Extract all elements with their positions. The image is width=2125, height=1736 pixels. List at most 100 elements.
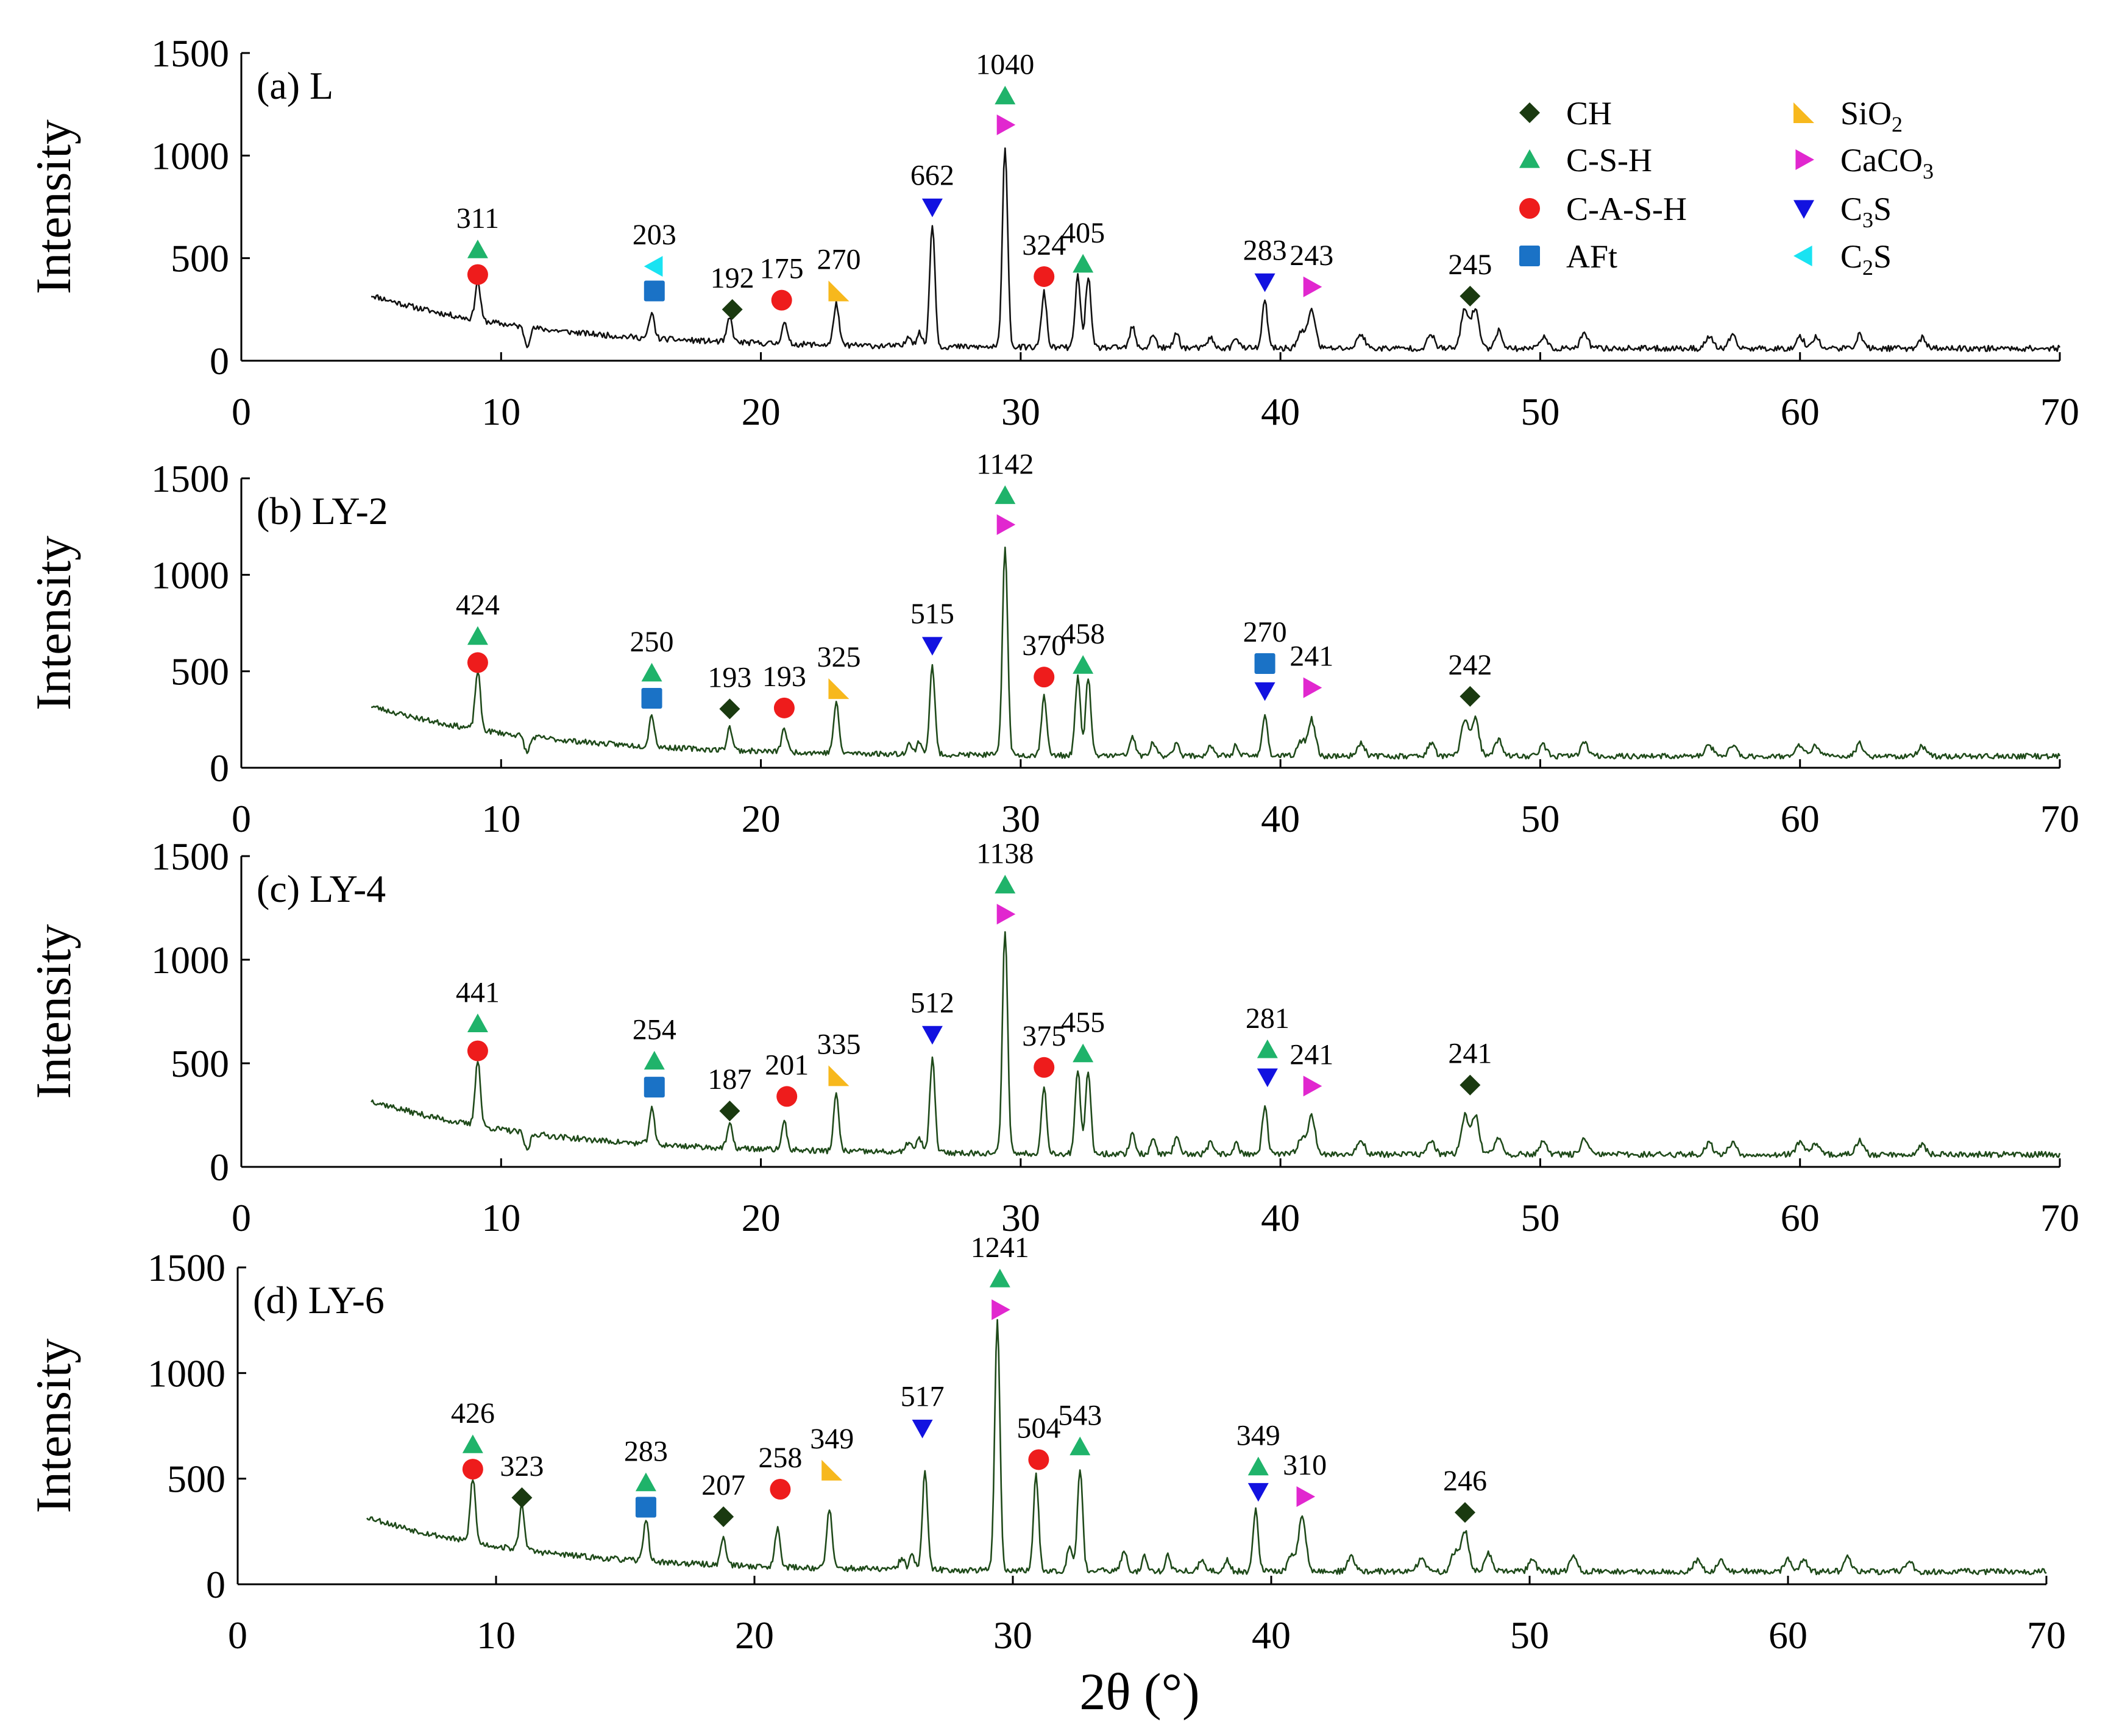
peak-intensity-label: 187: [708, 1063, 751, 1096]
c-s-h-marker-0: [467, 1013, 488, 1032]
peak-annotation: 517: [901, 1380, 945, 1439]
peak-annotation: 175: [760, 253, 804, 311]
peak-annotation: 241: [1290, 640, 1333, 698]
peak-annotation: 375: [1022, 1020, 1066, 1078]
legend-item-c2s: C2S: [1793, 238, 1892, 280]
peak-annotation: 1138: [976, 838, 1034, 925]
peak-intensity-label: 405: [1061, 217, 1105, 249]
peak-annotation: 455: [1061, 1007, 1105, 1063]
x-tick-label: 30: [1001, 797, 1040, 840]
peak-annotation: 242: [1448, 649, 1492, 707]
c-s-h-marker-0: [995, 85, 1016, 105]
peak-intensity-label: 281: [1246, 1002, 1290, 1035]
peak-intensity-label: 325: [817, 641, 860, 673]
x-tick-label: 0: [232, 797, 251, 840]
c-s-h-marker-0: [1073, 1043, 1094, 1063]
diffraction-pattern-line: [371, 931, 2061, 1158]
peak-annotation: 201: [765, 1049, 809, 1107]
y-tick-label: 500: [167, 1458, 225, 1501]
legend: CH C-S-H C-A-S-H AFt SiO2 CaCO3 C3S C2S: [1519, 95, 1934, 280]
y-tick-label: 1000: [151, 553, 229, 597]
peak-annotation: 241: [1448, 1038, 1492, 1096]
ch-marker-0: [719, 698, 740, 720]
peak-intensity-label: 241: [1290, 640, 1333, 673]
peak-intensity-label: 543: [1058, 1400, 1102, 1432]
y-tick-label: 500: [171, 1042, 229, 1085]
peak-intensity-label: 193: [708, 661, 751, 693]
aft-marker-1: [635, 1497, 656, 1518]
c-s-h-marker-0: [1070, 1436, 1091, 1456]
peak-intensity-label: 243: [1290, 239, 1333, 272]
peak-intensity-label: 245: [1448, 249, 1492, 281]
peak-annotation: 370: [1022, 629, 1066, 688]
ch-marker-0: [722, 299, 743, 320]
peak-annotation: 283: [1243, 234, 1287, 292]
peak-annotation: 323: [500, 1450, 544, 1508]
c-a-s-h-marker-1: [467, 264, 488, 285]
peak-annotation: 187: [708, 1063, 751, 1122]
legend-label: C3S: [1840, 191, 1892, 232]
peak-annotation: 1241: [971, 1231, 1029, 1320]
peak-intensity-label: 258: [758, 1442, 802, 1474]
c3s-marker-0: [921, 637, 943, 656]
x-tick-label: 50: [1520, 390, 1559, 433]
peak-intensity-label: 424: [456, 589, 500, 622]
ch-marker-0: [713, 1506, 734, 1528]
peak-annotation: 458: [1061, 618, 1105, 674]
peak-annotation: 241: [1290, 1038, 1333, 1097]
peak-intensity-label: 375: [1022, 1020, 1066, 1052]
peak-intensity-label: 1138: [976, 838, 1034, 870]
x-tick-label: 60: [1781, 1196, 1820, 1239]
legend-label: AFt: [1566, 238, 1617, 275]
c-s-h-marker-0: [989, 1269, 1010, 1288]
peak-annotation: 283: [624, 1436, 668, 1518]
x-tick-label: 70: [2040, 1196, 2079, 1239]
peak-annotation: 258: [758, 1442, 802, 1500]
peak-intensity-label: 246: [1443, 1465, 1487, 1497]
c3s-marker-0: [921, 1026, 943, 1045]
peak-annotation: 405: [1061, 217, 1105, 273]
x-tick-label: 10: [481, 1196, 520, 1239]
peak-intensity-label: 458: [1061, 618, 1105, 650]
peak-intensity-label: 323: [500, 1450, 544, 1483]
peak-intensity-label: 1040: [976, 49, 1034, 81]
legend-label: SiO2: [1840, 95, 1903, 136]
c-s-h-marker-0: [641, 662, 662, 682]
x-tick-label: 0: [232, 1196, 251, 1239]
y-axis-label: Intensity: [26, 536, 81, 710]
peak-annotation: 335: [817, 1028, 860, 1086]
c-a-s-h-marker-0: [1034, 667, 1055, 688]
peak-annotation: 311: [456, 202, 499, 285]
peak-intensity-label: 242: [1448, 649, 1492, 681]
x-tick-label: 10: [481, 797, 520, 840]
ch-marker-0: [1455, 1502, 1475, 1523]
c2s-marker-0: [644, 256, 663, 277]
sio2-marker-0: [828, 1065, 850, 1086]
x-axis-label: 2θ (°): [1079, 1662, 1199, 1721]
c-a-s-h-marker-1: [467, 1040, 488, 1061]
peak-intensity-label: 311: [456, 202, 499, 235]
panel-b: 0 500 1000 1500 0 10 20 30 40 50 60 70 Intensity (b) …: [26, 448, 2079, 841]
c3s-marker-0: [921, 198, 943, 218]
peak-intensity-label: 349: [1236, 1420, 1280, 1452]
c-s-h-marker-0: [995, 874, 1016, 894]
c-s-h-marker: [1519, 149, 1540, 168]
peak-intensity-label: 662: [910, 160, 954, 192]
peak-intensity-label: 203: [633, 219, 676, 251]
peak-annotation: 281: [1246, 1002, 1290, 1088]
peak-annotation: 254: [633, 1014, 676, 1098]
sio2-marker-0: [821, 1459, 843, 1481]
peak-annotation: 349: [810, 1423, 854, 1481]
peak-intensity-label: 349: [810, 1423, 854, 1455]
x-tick-label: 70: [2040, 390, 2079, 433]
legend-label: C-S-H: [1566, 142, 1652, 179]
peak-intensity-label: 270: [1243, 616, 1287, 648]
peak-annotation: 504: [1016, 1412, 1060, 1470]
legend-item-ch: CH: [1519, 95, 1612, 132]
caco3-marker-0: [1296, 1486, 1316, 1507]
legend-label: C-A-S-H: [1566, 191, 1687, 227]
c-a-s-h-marker-1: [462, 1459, 483, 1480]
peak-annotation: 246: [1443, 1465, 1487, 1523]
y-tick-label: 0: [210, 1146, 229, 1189]
